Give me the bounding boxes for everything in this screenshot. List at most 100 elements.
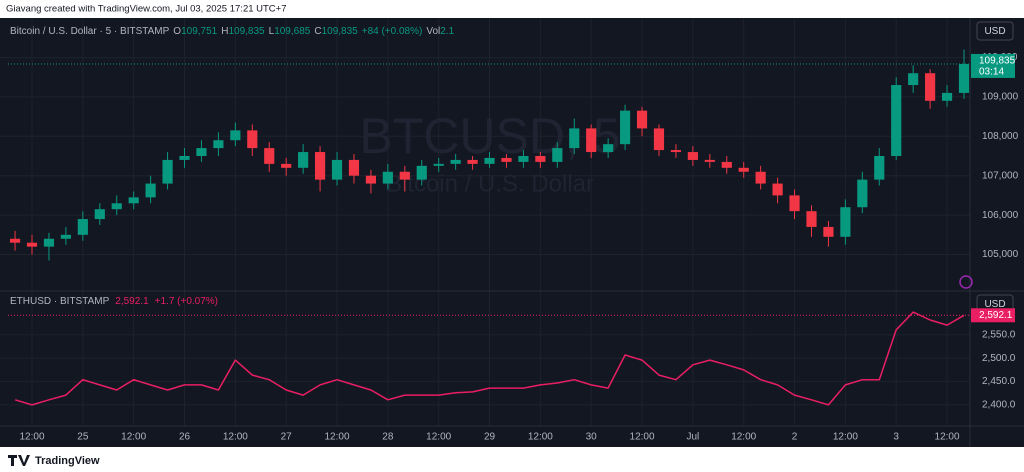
y-tick-label: 2,550.0: [982, 330, 1016, 341]
alert-icon[interactable]: [959, 275, 973, 289]
x-tick-label: 12:00: [528, 432, 553, 443]
candle-body: [230, 130, 241, 141]
x-tick-label: 12:00: [935, 432, 960, 443]
candle-body: [314, 152, 326, 180]
x-tick-label: 12:00: [19, 432, 44, 443]
candle-body: [891, 85, 902, 156]
c-value: 109,835: [322, 26, 359, 37]
x-tick-label: 12:00: [426, 432, 451, 443]
candle-body: [518, 155, 529, 162]
countdown-label: 03:14: [979, 67, 1004, 78]
candle-body: [535, 155, 546, 162]
l-value: 109,685: [274, 26, 311, 37]
x-tick-label: Jul: [686, 432, 699, 443]
change: +1.7 (+0.07%): [155, 296, 218, 307]
candle-body: [162, 159, 173, 184]
btc-legend: Bitcoin / U.S. Dollar · 5 · BITSTAMP O109…: [10, 26, 455, 37]
y-tick-label: 106,000: [982, 210, 1019, 221]
candle-body: [789, 195, 800, 212]
vol-label: Vol: [426, 26, 440, 37]
candle-body: [196, 148, 207, 156]
candle-body: [738, 167, 749, 172]
chart-background: [0, 18, 1024, 447]
last-value: 2,592.1: [115, 296, 149, 307]
currency-button[interactable]: USD: [976, 21, 1014, 41]
candle-body: [603, 144, 614, 153]
x-tick-label: 12:00: [833, 432, 858, 443]
candle-body: [94, 209, 105, 220]
button-label[interactable]: USD: [984, 299, 1005, 310]
mark-layer: [8, 49, 970, 406]
candle-body: [484, 157, 495, 164]
candle-body: [687, 152, 698, 160]
y-tick-label: 109,000: [982, 92, 1019, 103]
grid-layer: [0, 18, 970, 426]
candle-body: [60, 234, 71, 239]
candle-body: [721, 161, 732, 168]
candle-body: [857, 179, 868, 208]
button-label[interactable]: USD: [984, 26, 1005, 37]
candle-body: [467, 159, 478, 164]
vol-value: 2.1: [440, 26, 454, 37]
logo-mark: [8, 455, 30, 466]
y-tick-label: 108,000: [982, 131, 1019, 142]
candle-body: [501, 157, 512, 162]
candle-body: [620, 110, 631, 145]
candle-body: [569, 128, 580, 149]
candle-body: [145, 183, 156, 198]
candle-body: [450, 159, 461, 164]
o-label: O: [173, 26, 181, 37]
x-tick-label: 12:00: [121, 432, 146, 443]
candle-body: [382, 171, 393, 184]
candle-body: [823, 226, 834, 237]
candle-body: [213, 140, 224, 149]
candle-body: [26, 242, 38, 247]
x-tick-label: 25: [77, 432, 89, 443]
y-tick-label: 105,000: [982, 249, 1019, 260]
candle-body: [806, 211, 817, 227]
candle-body: [772, 183, 783, 196]
candle-body: [9, 238, 21, 243]
price-tag-label: 109,835: [979, 56, 1016, 67]
x-tick-label: 27: [281, 432, 293, 443]
x-tick-label: 3: [893, 432, 899, 443]
y-tick-label: 2,500.0: [982, 353, 1016, 364]
candle-body: [958, 63, 970, 93]
brand: TradingView: [35, 455, 100, 467]
candle-body: [416, 165, 427, 180]
price-line: [14, 311, 965, 406]
h-label: H: [221, 26, 228, 37]
candle-body: [552, 148, 563, 162]
candle-body: [111, 203, 122, 210]
c-label: C: [314, 26, 321, 37]
candle-body: [840, 207, 851, 237]
price-tag: [971, 308, 1015, 323]
candle-body: [77, 219, 88, 235]
candle-body: [874, 155, 885, 180]
y-tick-label: 2,450.0: [982, 376, 1016, 387]
candle-body: [247, 130, 258, 149]
candle-body: [941, 92, 953, 101]
candle-body: [704, 159, 715, 162]
price-tag-label: 2,592.1: [979, 310, 1013, 321]
button-frame: [976, 21, 1014, 41]
eth-legend: ETHUSD · BITSTAMP 2,592.1 +1.7 (+0.07%): [10, 296, 218, 307]
candle-body: [264, 148, 275, 164]
o-value: 109,751: [181, 26, 218, 37]
price-tag: [971, 53, 1015, 78]
candle-body: [281, 163, 292, 168]
change: +84 (+0.08%): [362, 26, 423, 37]
x-tick-label: 12:00: [223, 432, 248, 443]
candle-body: [348, 159, 360, 176]
candle-body: [636, 110, 648, 129]
candle-body: [670, 150, 682, 153]
x-tick-label: 28: [382, 432, 394, 443]
candle-body: [128, 197, 139, 204]
credit: Giavang created with TradingView.com, Ju…: [6, 4, 287, 15]
candle-body: [399, 171, 410, 180]
y-tick-label: 107,000: [982, 170, 1019, 181]
candle-body: [755, 171, 766, 184]
x-tick-label: 2: [792, 432, 798, 443]
candle-body: [298, 152, 309, 168]
